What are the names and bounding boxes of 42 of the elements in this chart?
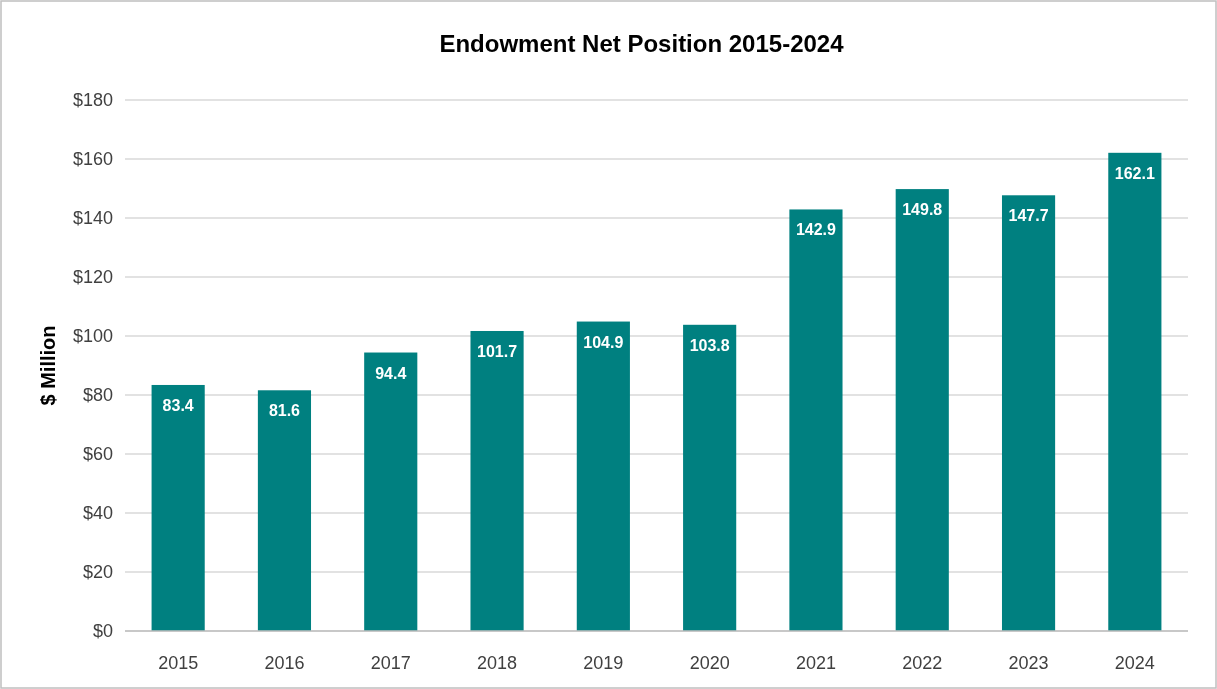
data-label: 101.7 bbox=[477, 342, 518, 360]
data-label: 162.1 bbox=[1114, 164, 1155, 182]
data-label: 83.4 bbox=[162, 396, 194, 414]
x-tick-label: 2016 bbox=[264, 653, 305, 673]
y-tick-label: $80 bbox=[82, 385, 113, 406]
x-tick-label: 2018 bbox=[477, 653, 518, 673]
data-label: 104.9 bbox=[583, 333, 624, 351]
y-tick-label: $40 bbox=[82, 503, 113, 524]
bar bbox=[470, 330, 524, 631]
y-tick-label: $20 bbox=[82, 562, 113, 583]
y-tick-label: $120 bbox=[72, 267, 113, 288]
bar bbox=[257, 390, 312, 631]
data-label: 142.9 bbox=[795, 221, 837, 239]
x-tick-label: 2024 bbox=[1114, 653, 1155, 673]
x-tick-label: 2015 bbox=[158, 653, 199, 673]
bar bbox=[1001, 195, 1056, 631]
x-tick-label: 2020 bbox=[689, 653, 730, 673]
bar bbox=[1108, 152, 1162, 631]
chart-title: Endowment Net Position 2015-2024 bbox=[439, 30, 845, 57]
x-tick-label: 2017 bbox=[370, 653, 411, 673]
y-tick-label: $0 bbox=[92, 621, 113, 642]
data-label: 94.4 bbox=[375, 364, 407, 382]
x-tick-label: 2019 bbox=[583, 653, 624, 673]
data-label: 81.6 bbox=[268, 402, 301, 420]
y-tick-label: $160 bbox=[72, 149, 113, 170]
bar bbox=[576, 321, 630, 631]
bar bbox=[683, 324, 737, 631]
bar bbox=[789, 209, 843, 631]
data-label: 103.8 bbox=[689, 336, 730, 354]
bar bbox=[151, 384, 205, 631]
y-tick-label: $100 bbox=[72, 326, 113, 347]
data-label: 147.7 bbox=[1008, 207, 1049, 225]
x-tick-label: 2021 bbox=[795, 653, 836, 673]
y-tick-label: $140 bbox=[72, 208, 113, 229]
y-tick-label: $180 bbox=[72, 90, 113, 111]
y-tick-label: $60 bbox=[82, 444, 113, 465]
x-tick-label: 2022 bbox=[902, 653, 943, 673]
bar bbox=[364, 352, 418, 631]
x-tick-label: 2023 bbox=[1008, 653, 1049, 673]
data-label: 149.8 bbox=[902, 201, 943, 219]
y-axis-title: $ Million bbox=[37, 325, 59, 406]
bar bbox=[895, 189, 949, 631]
